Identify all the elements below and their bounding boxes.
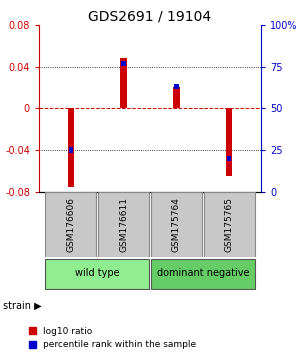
Bar — [68, 108, 74, 187]
Legend: log10 ratio, percentile rank within the sample: log10 ratio, percentile rank within the … — [28, 327, 196, 349]
Text: dominant negative: dominant negative — [157, 268, 249, 278]
Text: strain ▶: strain ▶ — [3, 301, 42, 311]
Text: GSM175765: GSM175765 — [225, 197, 234, 252]
Bar — [45, 192, 96, 257]
Bar — [174, 84, 178, 89]
Bar — [120, 58, 127, 108]
Bar — [98, 192, 149, 257]
Bar — [204, 192, 255, 257]
Text: GSM176606: GSM176606 — [66, 197, 75, 252]
Bar — [69, 148, 73, 153]
Bar — [151, 192, 202, 257]
Bar — [227, 156, 231, 161]
Bar — [45, 259, 149, 289]
Title: GDS2691 / 19104: GDS2691 / 19104 — [88, 10, 212, 24]
Bar — [226, 108, 232, 176]
Bar — [151, 259, 255, 289]
Text: GSM175764: GSM175764 — [172, 197, 181, 252]
Bar — [122, 61, 126, 66]
Text: GSM176611: GSM176611 — [119, 197, 128, 252]
Bar — [173, 87, 180, 108]
Text: wild type: wild type — [75, 268, 119, 278]
